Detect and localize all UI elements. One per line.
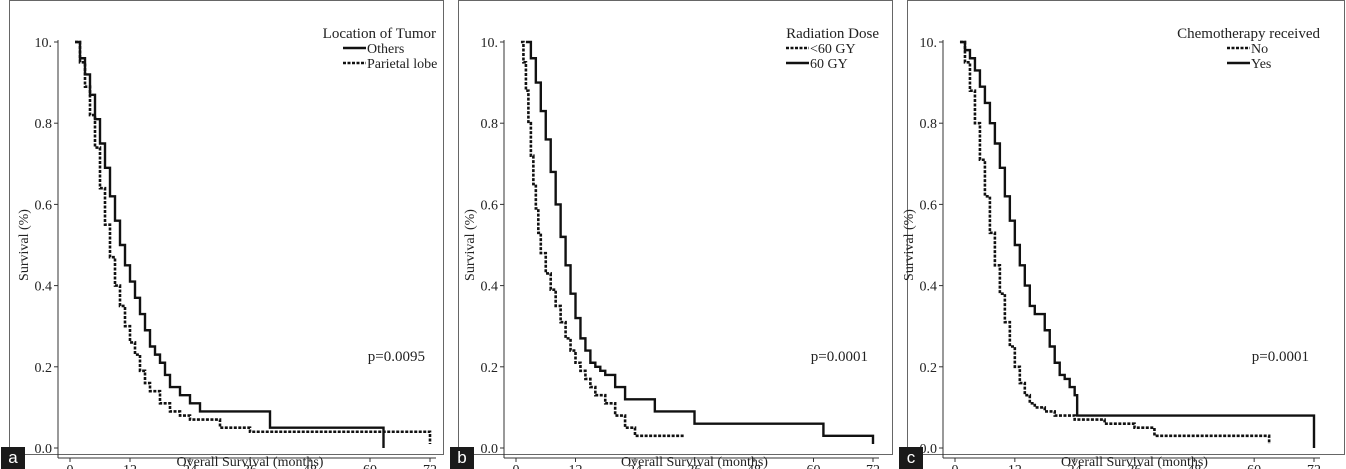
km-panel-b: 0.0 0.2 0.4 0.6 0.8 10. 0 12 24 36 48 60 72 Overall S…: [449, 0, 894, 469]
series-line: [525, 40, 875, 444]
y-axis-label: Survival (%): [17, 209, 32, 281]
y-tick-label: 0.6: [920, 198, 938, 213]
y-tick-label: 0.2: [481, 361, 499, 376]
x-tick-label: 60: [807, 463, 821, 469]
legend-title: Location of Tumor: [323, 26, 436, 42]
y-tick-label: 0.4: [35, 280, 53, 295]
x-tick-label: 48: [1187, 463, 1201, 469]
legend-entry-label: Yes: [1251, 57, 1271, 72]
y-tick-label: 0.2: [35, 361, 53, 376]
y-tick-label: 0.0: [920, 442, 938, 457]
x-tick-label: 72: [1307, 463, 1321, 469]
x-tick-label: 0: [513, 463, 520, 469]
legend-entry-label: No: [1251, 42, 1268, 57]
y-tick-label: 0.6: [481, 198, 499, 213]
legend-title: Radiation Dose: [786, 26, 879, 42]
x-tick-label: 12: [569, 463, 583, 469]
x-tick-label: 24: [1068, 463, 1082, 469]
panel-label-b: b: [450, 447, 474, 469]
x-axis-label: Overall Survival (months): [177, 455, 324, 469]
series-line: [75, 40, 432, 444]
x-tick-label: 36: [243, 463, 257, 469]
x-tick-label: 72: [866, 463, 880, 469]
y-axis-label: Survival (%): [902, 209, 917, 281]
x-tick-label: 12: [123, 463, 137, 469]
y-tick-label: 0.8: [920, 117, 938, 132]
x-tick-label: 0: [67, 463, 74, 469]
y-tick-label: 0.0: [35, 442, 53, 457]
y-tick-label: 10.: [35, 36, 53, 51]
y-tick-label: 0.2: [920, 361, 938, 376]
series-line: [959, 40, 1316, 448]
p-value-annotation: p=0.0001: [1252, 349, 1309, 365]
km-chart-b: 0.0 0.2 0.4 0.6 0.8 10. 0 12 24 36 48 60 72 Overall S…: [458, 0, 893, 469]
legend-entry-label: <60 GY: [810, 42, 856, 57]
p-value-annotation: p=0.0095: [368, 349, 425, 365]
x-tick-label: 60: [363, 463, 377, 469]
km-panel-c: 0.0 0.2 0.4 0.6 0.8 10. 0 12 24 36 48 60 72 Overall S…: [898, 0, 1346, 469]
km-panel-a: 0.0 0.2 0.4 0.6 0.8 10. 0 12 24 36 48 60 72 Overall S…: [0, 0, 445, 469]
x-tick-label: 36: [688, 463, 702, 469]
y-tick-label: 10.: [920, 36, 938, 51]
km-chart-c: 0.0 0.2 0.4 0.6 0.8 10. 0 12 24 36 48 60 72 Overall S…: [902, 0, 1345, 469]
x-tick-label: 24: [628, 463, 642, 469]
km-chart-a: 0.0 0.2 0.4 0.6 0.8 10. 0 12 24 36 48 60 72 Overall S…: [9, 0, 444, 469]
legend-entry-label: 60 GY: [810, 57, 848, 72]
x-tick-label: 60: [1247, 463, 1261, 469]
x-axis-label: Overall Survival (months): [1061, 455, 1208, 469]
series-line: [959, 40, 1271, 444]
x-tick-label: 48: [303, 463, 317, 469]
x-tick-label: 36: [1128, 463, 1142, 469]
y-tick-label: 0.8: [35, 117, 53, 132]
y-tick-label: 0.6: [35, 198, 53, 213]
x-tick-label: 0: [952, 463, 959, 469]
y-tick-label: 0.4: [481, 280, 499, 295]
x-tick-label: 48: [747, 463, 761, 469]
y-tick-label: 0.4: [920, 280, 938, 295]
x-tick-label: 72: [423, 463, 437, 469]
x-axis-label: Overall Survival (months): [621, 455, 768, 469]
plot-frame: [458, 0, 893, 455]
legend-entry-label: Parietal lobe: [367, 57, 437, 72]
plot-frame: [9, 0, 444, 455]
legend-entry-label: Others: [367, 42, 404, 57]
p-value-annotation: p=0.0001: [811, 349, 868, 365]
x-tick-label: 24: [183, 463, 197, 469]
x-tick-label: 12: [1008, 463, 1022, 469]
legend-title: Chemotherapy received: [1177, 26, 1320, 42]
panel-label-a: a: [1, 447, 25, 469]
y-tick-label: 0.8: [481, 117, 499, 132]
panel-label-c: c: [899, 447, 923, 469]
y-tick-label: 10.: [481, 36, 499, 51]
series-line: [520, 40, 685, 438]
y-tick-label: 0.0: [481, 442, 499, 457]
series-line: [75, 40, 385, 448]
plot-frame: [907, 0, 1345, 455]
y-axis-label: Survival (%): [463, 209, 478, 281]
